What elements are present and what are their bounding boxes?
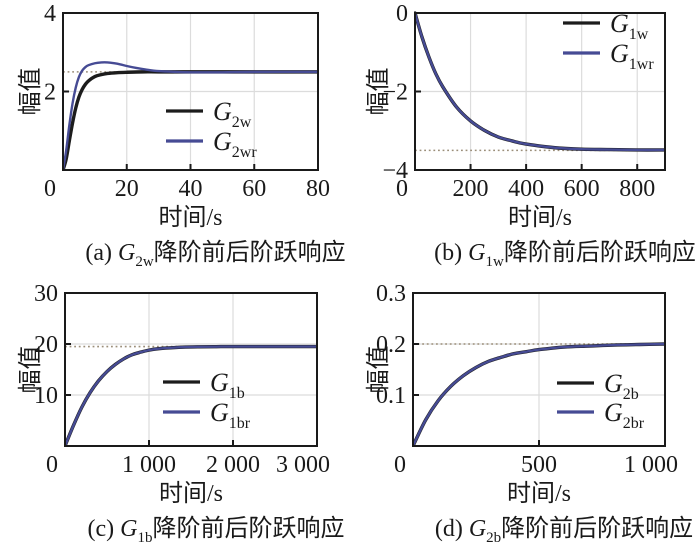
subplot-caption: (d) G2b降阶前后阶跃响应 — [435, 515, 693, 546]
x-axis-label: 时间/s — [507, 480, 571, 507]
x-tick-label: 600 — [564, 176, 600, 202]
series-line-G2br — [412, 342, 666, 447]
x-tick-label: 1 000 — [624, 452, 678, 478]
y-axis-label: 幅值 — [365, 68, 392, 116]
series-line-G2wr — [62, 61, 319, 171]
legend-label: G1w — [610, 9, 649, 43]
series-line-G1br — [64, 345, 318, 447]
axes-frame — [64, 292, 318, 447]
x-axis-label: 时间/s — [158, 204, 222, 231]
y-tick-label: 20 — [34, 332, 58, 358]
x-tick-label: 80 — [306, 176, 330, 202]
legend-label: G2w — [213, 97, 252, 131]
x-tick-label: 3 000 — [276, 452, 330, 478]
legend-label: G1b — [210, 368, 245, 402]
y-tick-label: 10 — [34, 383, 58, 409]
x-axis-label: 时间/s — [508, 204, 572, 231]
legend-label: G1wr — [610, 39, 654, 73]
x-tick-label: 40 — [179, 176, 203, 202]
y-tick-label: −4 — [382, 158, 408, 184]
subplot-caption: (b) G1w降阶前后阶跃响应 — [434, 239, 696, 270]
y-axis-label: 幅值 — [365, 346, 392, 394]
x-tick-label: 200 — [453, 176, 489, 202]
x-tick-label: 1 000 — [122, 452, 176, 478]
subplot-caption: (c) G1b降阶前后阶跃响应 — [88, 515, 345, 546]
series-line-G1b — [64, 344, 318, 447]
x-tick-label: 400 — [508, 176, 544, 202]
x-tick-label: 800 — [619, 176, 655, 202]
x-tick-label: 20 — [115, 176, 139, 202]
x-tick-label: 2 000 — [206, 452, 260, 478]
y-axis-label: 幅值 — [17, 68, 44, 116]
legend-label: G2wr — [213, 127, 257, 161]
y-tick-label: 2 — [44, 80, 56, 106]
legend-label: G1br — [210, 398, 251, 432]
x-axis-label: 时间/s — [159, 480, 223, 507]
x-tick-label: 0 — [394, 452, 406, 478]
legend-label: G2b — [604, 369, 639, 403]
x-tick-label: 0 — [396, 176, 408, 202]
y-tick-label: 0.1 — [376, 383, 406, 409]
subplot-caption: (a) G2w降阶前后阶跃响应 — [85, 239, 345, 270]
y-tick-label: −2 — [382, 80, 408, 106]
x-tick-label: 0 — [46, 452, 58, 478]
y-tick-label: 0.2 — [376, 332, 406, 358]
y-axis-label: 幅值 — [17, 346, 44, 394]
x-tick-label: 60 — [242, 176, 266, 202]
y-tick-label: 4 — [44, 1, 56, 27]
legend-label: G2br — [604, 398, 645, 432]
x-tick-label: 500 — [521, 452, 557, 478]
x-tick-label: 0 — [44, 176, 56, 202]
series-line-G1wr — [414, 11, 666, 152]
y-tick-label: 30 — [34, 281, 58, 307]
y-tick-label: 0 — [396, 1, 408, 27]
y-tick-label: 0.3 — [376, 281, 406, 307]
